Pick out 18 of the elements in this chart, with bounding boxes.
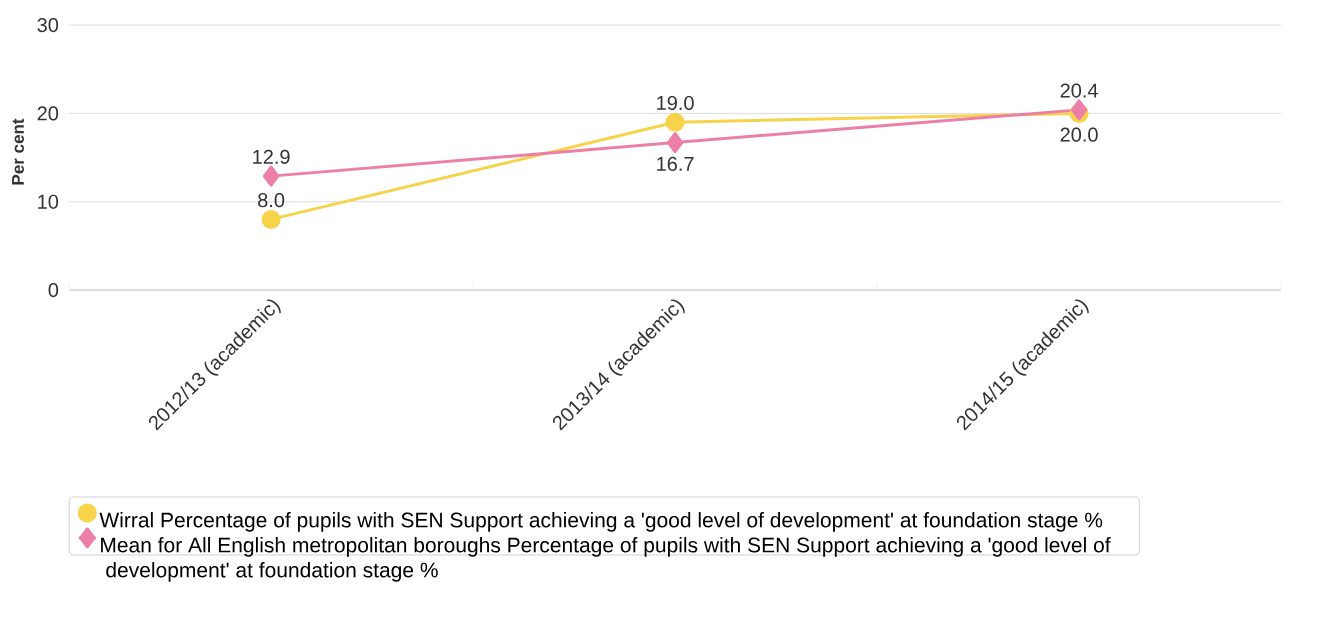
point: [665, 112, 685, 132]
y-tick-label: 0: [48, 283, 59, 298]
data-label: 16.7: [657, 156, 694, 171]
legend-label: Mean for All English metropolitan boroughs Percentage of pupils with SEN Support achieving a 'good level of development' at foundation stage %: [101, 537, 1111, 582]
y-tick-label: 30: [37, 18, 59, 33]
data-label: 12.9: [253, 149, 290, 164]
point: [261, 209, 281, 229]
data-label: 19.0: [657, 95, 694, 111]
legend-label: Wirral Percentage of pupils with SEN Support achieving a 'good level of development' at foundation stage %: [99, 512, 1103, 532]
point: [1070, 99, 1088, 121]
data-label: 20.0: [1060, 127, 1098, 142]
data-label: 8.0: [258, 193, 285, 208]
point: [666, 132, 684, 154]
y-axis-title: Per cent: [12, 118, 24, 185]
y-tick-label: 20: [37, 106, 59, 121]
y-tick-label: 10: [38, 194, 59, 209]
data-label: 20.4: [1060, 83, 1098, 98]
point: [262, 165, 280, 187]
